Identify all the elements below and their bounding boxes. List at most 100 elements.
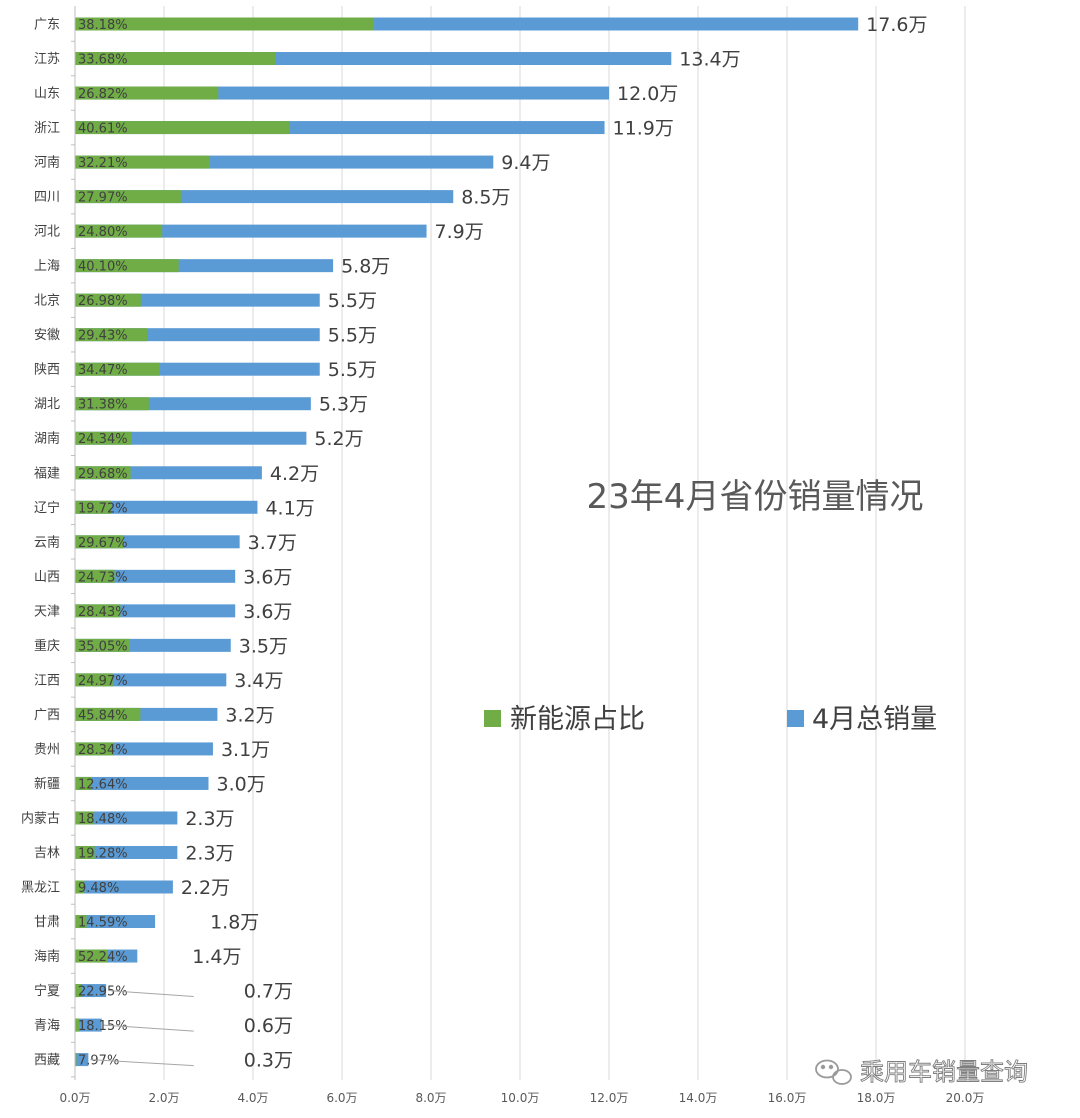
data-label-new-energy: 45.84%: [78, 708, 128, 723]
data-label-new-energy: 26.82%: [78, 87, 128, 102]
bar-new-energy: [75, 949, 108, 963]
data-label-new-energy: 26.98%: [78, 294, 128, 309]
category-label: 青海: [34, 1019, 60, 1034]
category-label: 天津: [34, 604, 60, 619]
x-tick-label: 20.0万: [946, 1091, 985, 1105]
data-label-total-sales: 3.7万: [248, 532, 297, 554]
bar-total-sales: [75, 1018, 102, 1032]
bar-new-energy: [75, 293, 141, 307]
data-label-new-energy: 27.97%: [78, 191, 128, 206]
x-tick-label: 6.0万: [326, 1091, 357, 1105]
data-label-new-energy: 33.68%: [78, 53, 128, 68]
legend-label-total-sales: 4月总销量: [812, 704, 937, 735]
bar-new-energy: [75, 569, 115, 583]
bar-new-energy: [75, 673, 113, 687]
data-label-new-energy: 28.43%: [78, 605, 128, 620]
category-label: 贵州: [34, 742, 60, 757]
bar-new-energy: [75, 362, 160, 376]
data-label-new-energy: 40.61%: [78, 122, 128, 137]
bar-new-energy: [75, 880, 85, 894]
leader-line: [103, 1024, 194, 1032]
data-label-total-sales: 4.1万: [265, 497, 314, 519]
category-label: 福建: [34, 466, 60, 481]
category-label: 西藏: [34, 1053, 60, 1068]
data-label-new-energy: 18.48%: [78, 812, 128, 827]
data-label-total-sales: 17.6万: [866, 14, 927, 36]
category-label: 山东: [34, 87, 60, 102]
data-label-new-energy: 31.38%: [78, 398, 128, 413]
bars: [75, 17, 859, 1067]
data-label-new-energy: 29.68%: [78, 467, 128, 482]
bar-total-sales: [75, 984, 107, 998]
wechat-icon: [815, 1059, 852, 1085]
x-tick-label: 2.0万: [148, 1091, 179, 1105]
data-label-total-sales: 2.3万: [185, 842, 234, 864]
data-label-new-energy: 9.48%: [78, 881, 119, 896]
data-label-total-sales: 3.5万: [239, 635, 288, 657]
data-label-total-sales: 5.8万: [341, 256, 390, 278]
category-label: 陕西: [34, 363, 60, 378]
data-label-new-energy: 40.10%: [78, 260, 128, 275]
category-label: 内蒙古: [21, 810, 60, 826]
data-label-total-sales: 1.8万: [210, 912, 259, 934]
data-label-new-energy: 12.64%: [78, 777, 128, 792]
bar-total-sales: [75, 811, 178, 825]
category-label: 江苏: [34, 51, 60, 67]
bar-new-energy: [75, 1018, 80, 1032]
bar-new-energy: [75, 466, 131, 480]
data-label-total-sales: 2.2万: [181, 877, 230, 899]
data-label-new-energy: 32.21%: [78, 156, 128, 171]
chart-title: 23年4月省份销量情况: [587, 477, 924, 517]
data-label-total-sales: 3.6万: [243, 601, 292, 623]
bar-new-energy: [75, 52, 276, 66]
bar-new-energy: [75, 984, 83, 998]
data-label-new-energy: 28.34%: [78, 743, 128, 758]
bar-new-energy: [75, 155, 210, 169]
data-label-new-energy: 34.47%: [78, 363, 128, 378]
data-label-new-energy: 7.97%: [78, 1054, 119, 1069]
data-label-total-sales: 7.9万: [435, 221, 484, 243]
x-tick-label: 8.0万: [415, 1091, 446, 1105]
data-label-total-sales: 1.4万: [192, 946, 241, 968]
category-label: 安徽: [34, 328, 60, 343]
legend-swatch-new-energy: [484, 710, 501, 727]
bar-new-energy: [75, 811, 95, 825]
data-label-total-sales: 3.6万: [243, 566, 292, 588]
data-label-new-energy: 24.80%: [78, 225, 128, 240]
category-label: 广东: [34, 18, 60, 33]
data-label-total-sales: 0.6万: [244, 1015, 293, 1037]
data-label-total-sales: 13.4万: [679, 49, 740, 71]
bar-total-sales: [75, 880, 173, 894]
bar-new-energy: [75, 190, 181, 204]
data-label-new-energy: 24.97%: [78, 674, 128, 689]
bar-total-sales: [75, 500, 258, 514]
x-tick-label: 16.0万: [768, 1091, 807, 1105]
category-label: 吉林: [34, 846, 60, 861]
data-label-new-energy: 29.43%: [78, 329, 128, 344]
data-label-total-sales: 4.2万: [270, 463, 319, 485]
category-label: 湖北: [34, 397, 60, 412]
bar-total-sales: [75, 845, 178, 859]
category-label: 新疆: [34, 776, 60, 792]
bar-new-energy: [75, 1053, 77, 1067]
category-label: 上海: [34, 259, 60, 274]
category-label: 山西: [34, 570, 60, 585]
data-label-total-sales: 8.5万: [461, 187, 510, 209]
data-label-total-sales: 0.7万: [244, 981, 293, 1003]
x-tick-label: 18.0万: [857, 1091, 896, 1105]
bar-total-sales: [75, 1053, 89, 1067]
category-label: 浙江: [34, 121, 60, 136]
bar-new-energy: [75, 121, 290, 135]
data-label-new-energy: 24.73%: [78, 570, 128, 585]
bar-new-energy: [75, 915, 87, 929]
data-label-total-sales: 11.9万: [613, 118, 674, 140]
watermark: 乘用车销量查询: [815, 1058, 1028, 1086]
data-label-new-energy: 52.24%: [78, 950, 128, 965]
data-label-total-sales: 5.3万: [319, 394, 368, 416]
data-label-new-energy: 29.67%: [78, 536, 128, 551]
data-label-total-sales: 3.4万: [234, 670, 283, 692]
data-label-total-sales: 5.5万: [328, 290, 377, 312]
leader-line: [108, 990, 194, 998]
grid-lines: [163, 6, 966, 1080]
